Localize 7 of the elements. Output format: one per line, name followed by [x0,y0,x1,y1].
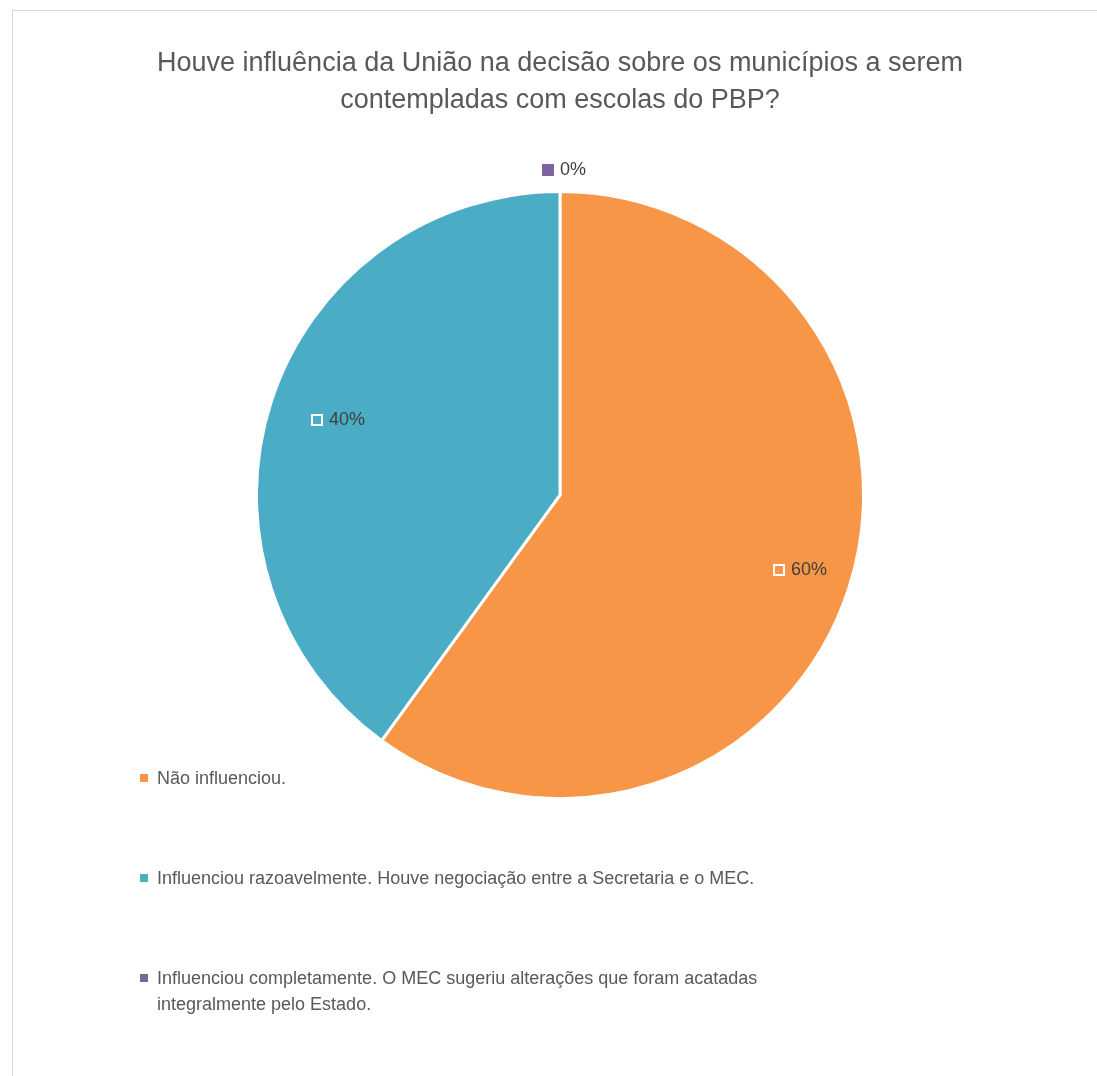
legend-label: Não influenciou. [157,768,287,788]
legend-label: Influenciou completamente. O MEC sugeriu alterações que foram acatadas integralmente pelo Estado. [157,968,758,1014]
data-label: 60% [790,559,827,579]
text: 0% [560,159,587,180]
data-label: 40% [329,408,366,429]
legend-label: Influenciou razoavelmente. Houve negociação entre a Secretaria e o MEC. [157,868,755,888]
chart-title: Houve influência da União na decisão sobre os municípios a serem contempladas com escolas do PBP? [156,46,964,116]
